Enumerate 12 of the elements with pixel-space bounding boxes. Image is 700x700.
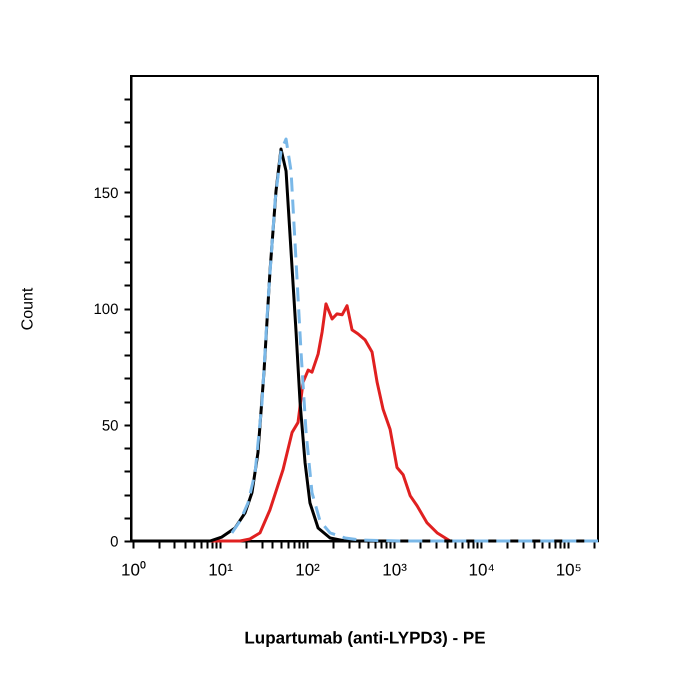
x-tick-label: 10⁰ <box>120 560 146 580</box>
x-tick-label: 10⁴ <box>468 560 495 580</box>
y-tick-label: 50 <box>102 417 118 434</box>
x-axis-title: Lupartumab (anti-LYPD3) - PE <box>244 628 486 648</box>
y-tick-label: 150 <box>93 184 118 202</box>
y-tick-label: 100 <box>93 301 118 318</box>
y-axis-title: Count <box>19 287 36 330</box>
x-tick-label: 10² <box>295 560 320 580</box>
x-tick-label: 10³ <box>382 560 408 580</box>
x-tick-label: 10⁵ <box>556 560 582 580</box>
y-tick-label: 0 <box>110 534 118 550</box>
x-tick-label: 10¹ <box>208 560 234 580</box>
